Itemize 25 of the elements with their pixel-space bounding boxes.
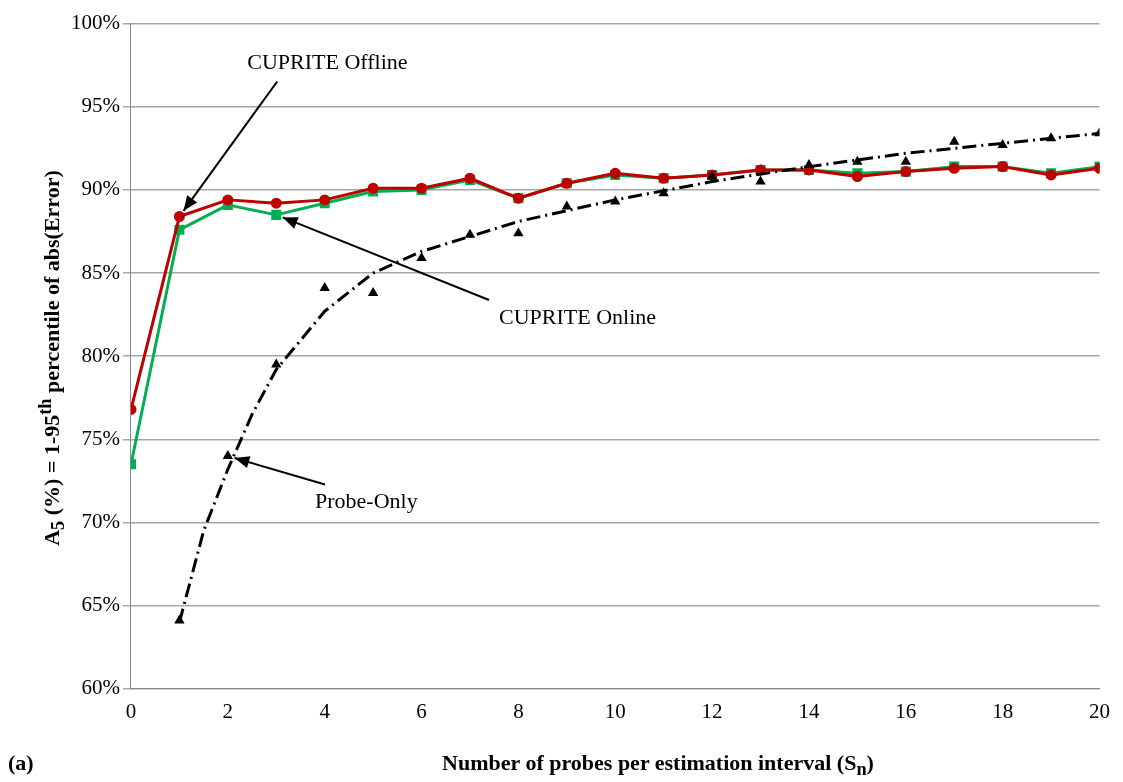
x-tick-label: 8: [513, 698, 524, 723]
x-tick-label: 14: [798, 698, 820, 723]
x-tick-label: 18: [992, 698, 1014, 723]
y-tick-label: 80%: [81, 342, 120, 367]
x-tick-label: 4: [319, 698, 331, 723]
x-tick-label: 6: [416, 698, 427, 723]
x-tick-label: 12: [701, 698, 723, 723]
x-tick-label: 0: [125, 698, 137, 723]
y-tick-label: 90%: [81, 176, 120, 201]
x-axis-title: Number of probes per estimation interval (S$_{n}$): [442, 750, 874, 781]
x-tick-label: 20: [1089, 698, 1110, 723]
y-tick-label: 70%: [81, 509, 120, 534]
y-tick-label: 100%: [70, 10, 120, 35]
x-tick-label: 2: [222, 698, 234, 723]
y-tick-label: 85%: [81, 259, 120, 284]
text: Probe-Only: [315, 488, 418, 514]
y-tick-label: 65%: [81, 592, 120, 617]
x-tick-label: 10: [604, 698, 626, 723]
text: CUPRITE Online: [499, 303, 657, 329]
text: CUPRITE Offline: [247, 49, 408, 75]
x-tick-label: 16: [895, 698, 917, 723]
y-tick-label: 95%: [81, 93, 120, 118]
y-tick-label: 60%: [81, 675, 120, 700]
text: (a): [8, 750, 34, 776]
y-tick-label: 75%: [81, 425, 120, 450]
